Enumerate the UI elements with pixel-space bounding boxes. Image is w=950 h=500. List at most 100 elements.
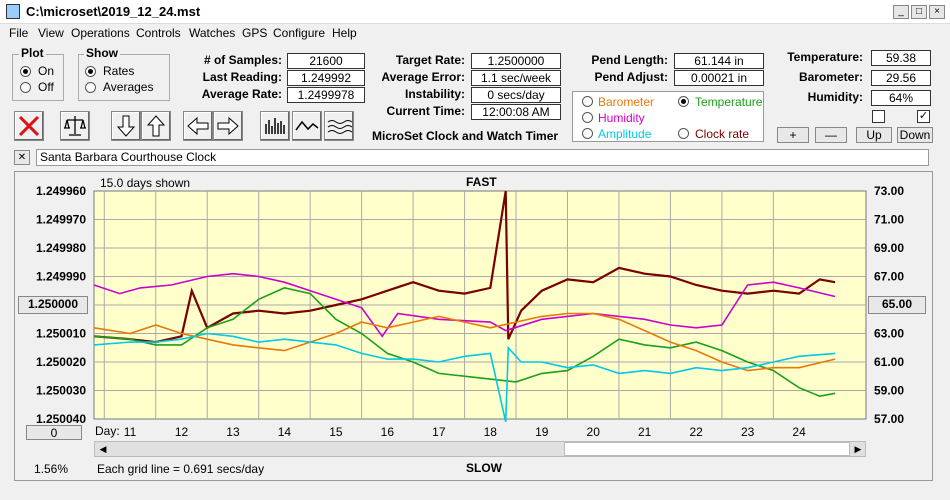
right-tick-label: 69.00 [874, 241, 904, 255]
wave-icon [327, 120, 353, 134]
day-tick-label: 23 [741, 425, 755, 439]
day-tick-label: 18 [484, 425, 498, 439]
show-averages-radio[interactable] [85, 82, 96, 93]
instability-label: Instability: [404, 87, 465, 101]
samples-value: 21600 [287, 53, 365, 69]
series-line-0 [93, 190, 836, 344]
up-arrow-button[interactable] [141, 111, 171, 141]
menu-watches[interactable]: Watches [189, 26, 236, 40]
scroll-left-arrow[interactable]: ◀ [99, 444, 107, 454]
overlay-barometer-label: Barometer [598, 95, 655, 109]
target-rate-label: Target Rate: [395, 53, 465, 67]
menu-file[interactable]: File [9, 26, 29, 40]
temperature-label: Temperature: [787, 50, 863, 64]
plot-off-radio[interactable] [20, 82, 31, 93]
show-rates-radio[interactable] [85, 66, 96, 77]
day-tick-label: 21 [638, 425, 652, 439]
menu-operations[interactable]: Operations [71, 26, 130, 40]
app-name: MicroSet Clock and Watch Timer [372, 129, 559, 143]
percent-label: 1.56% [34, 462, 69, 476]
current-time-label: Current Time: [386, 104, 465, 118]
left-tick-label: 1.249960 [36, 184, 86, 198]
menu-view[interactable]: View [38, 26, 64, 40]
scroll-right-arrow[interactable]: ▶ [854, 444, 862, 454]
watch-name-field[interactable]: Santa Barbara Courthouse Clock [36, 149, 929, 166]
day-tick-label: 20 [587, 425, 601, 439]
menu-configure[interactable]: Configure [273, 26, 326, 40]
balance-button[interactable] [60, 111, 90, 141]
day-tick-label: 13 [226, 425, 240, 439]
show-averages-label: Averages [103, 80, 154, 94]
plot-on-label: On [38, 64, 55, 78]
menu-help[interactable]: Help [332, 26, 357, 40]
right-tick-label: 61.00 [874, 355, 904, 369]
day-tick-label: 16 [381, 425, 395, 439]
day-tick-label: 15 [329, 425, 343, 439]
close-window-button[interactable]: × [929, 5, 945, 19]
overlay-temperature-label: Temperature [695, 95, 763, 109]
target-rate-value[interactable]: 1.2500000 [471, 53, 561, 69]
menu-gps[interactable]: GPS [242, 26, 268, 40]
left-tick-label: 1.250020 [36, 355, 86, 369]
day-tick-label: 22 [689, 425, 703, 439]
overlay-humidity-label: Humidity [598, 111, 645, 125]
average-error-label: Average Error: [381, 70, 465, 84]
day-tick-label: 24 [792, 425, 806, 439]
overlay-clockrate-label: Clock rate [695, 127, 750, 141]
overlay-temperature-radio[interactable] [678, 96, 689, 107]
down-button[interactable]: Down [897, 127, 933, 143]
average-error-value: 1.1 sec/week [471, 70, 561, 86]
temperature-value: 59.38 [871, 50, 931, 66]
instability-value: 0 secs/day [471, 87, 561, 103]
right-tick-label: 57.00 [874, 412, 904, 426]
wave-view-button[interactable] [324, 111, 354, 141]
app-icon [6, 4, 20, 19]
overlay-clockrate-radio[interactable] [678, 128, 689, 139]
up-button[interactable]: Up [856, 127, 892, 143]
clear-watch-button[interactable]: ✕ [14, 150, 30, 165]
stop-button[interactable] [14, 111, 44, 141]
show-rates-label: Rates [103, 64, 135, 78]
right-arrow-button[interactable] [213, 111, 243, 141]
average-rate-value: 1.2499978 [287, 87, 365, 103]
left-arrow-button[interactable] [183, 111, 213, 141]
left-arrow-icon [187, 116, 209, 136]
scroll-thumb[interactable] [564, 442, 850, 456]
minimize-button[interactable]: _ [893, 5, 909, 19]
maximize-button[interactable]: □ [911, 5, 927, 19]
days-shown-label: 15.0 days shown [100, 176, 191, 190]
pend-adjust-value: 0.00021 in [674, 70, 764, 86]
left-checkbox[interactable] [872, 110, 885, 123]
up-arrow-icon [146, 115, 166, 137]
humidity-label: Humidity: [807, 90, 863, 104]
overlay-humidity-radio[interactable] [582, 112, 593, 123]
plus-button[interactable]: + [777, 127, 809, 143]
day-tick-label: 12 [175, 425, 189, 439]
left-tick-label: 1.250010 [36, 327, 86, 341]
down-arrow-button[interactable] [111, 111, 141, 141]
line-view-button[interactable] [292, 111, 322, 141]
left-tick-label: 1.250040 [36, 412, 86, 426]
right-checkbox[interactable]: ✓ [917, 110, 930, 123]
bars-view-button[interactable] [260, 111, 290, 141]
fast-label: FAST [466, 175, 497, 189]
left-tick-label: 1.249990 [36, 270, 86, 284]
humidity-value: 64% [871, 90, 931, 106]
day-axis-label: Day: [95, 424, 120, 438]
series-line-2 [93, 287, 836, 398]
minus-button[interactable]: — [815, 127, 847, 143]
overlay-barometer-radio[interactable] [582, 96, 593, 107]
overlay-amplitude-radio[interactable] [582, 128, 593, 139]
series-line-3 [93, 312, 836, 372]
plot-on-radio[interactable] [20, 66, 31, 77]
center-scale-button[interactable]: 65.00 [868, 296, 926, 314]
line-graph-icon [295, 120, 319, 131]
last-reading-label: Last Reading: [202, 70, 282, 84]
bars-icon [265, 118, 285, 134]
left-zero-button[interactable]: 0 [26, 425, 82, 440]
left-tick-label: 1.250030 [36, 384, 86, 398]
center-rate-button[interactable]: 1.250000 [18, 296, 88, 314]
menu-controls[interactable]: Controls [136, 26, 181, 40]
overlay-amplitude-label: Amplitude [598, 127, 652, 141]
series-line-4 [93, 332, 836, 422]
